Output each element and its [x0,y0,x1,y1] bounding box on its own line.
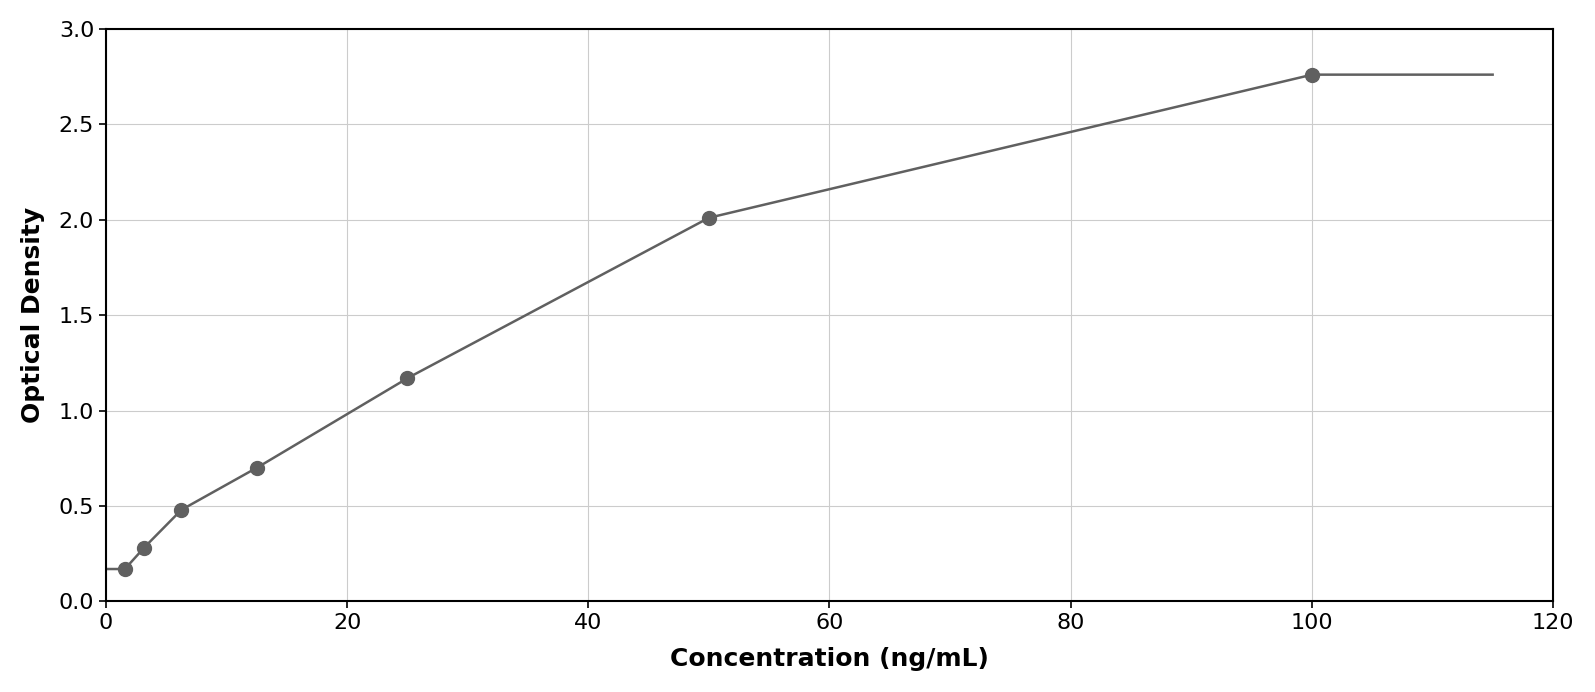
Point [695,212,721,224]
Point [394,372,419,383]
Point [131,543,156,554]
Point [112,563,137,574]
Point [244,462,270,473]
Point [169,504,195,516]
Point [1298,69,1324,80]
X-axis label: Concentration (ng/mL): Concentration (ng/mL) [670,647,989,671]
Y-axis label: Optical Density: Optical Density [21,207,45,424]
